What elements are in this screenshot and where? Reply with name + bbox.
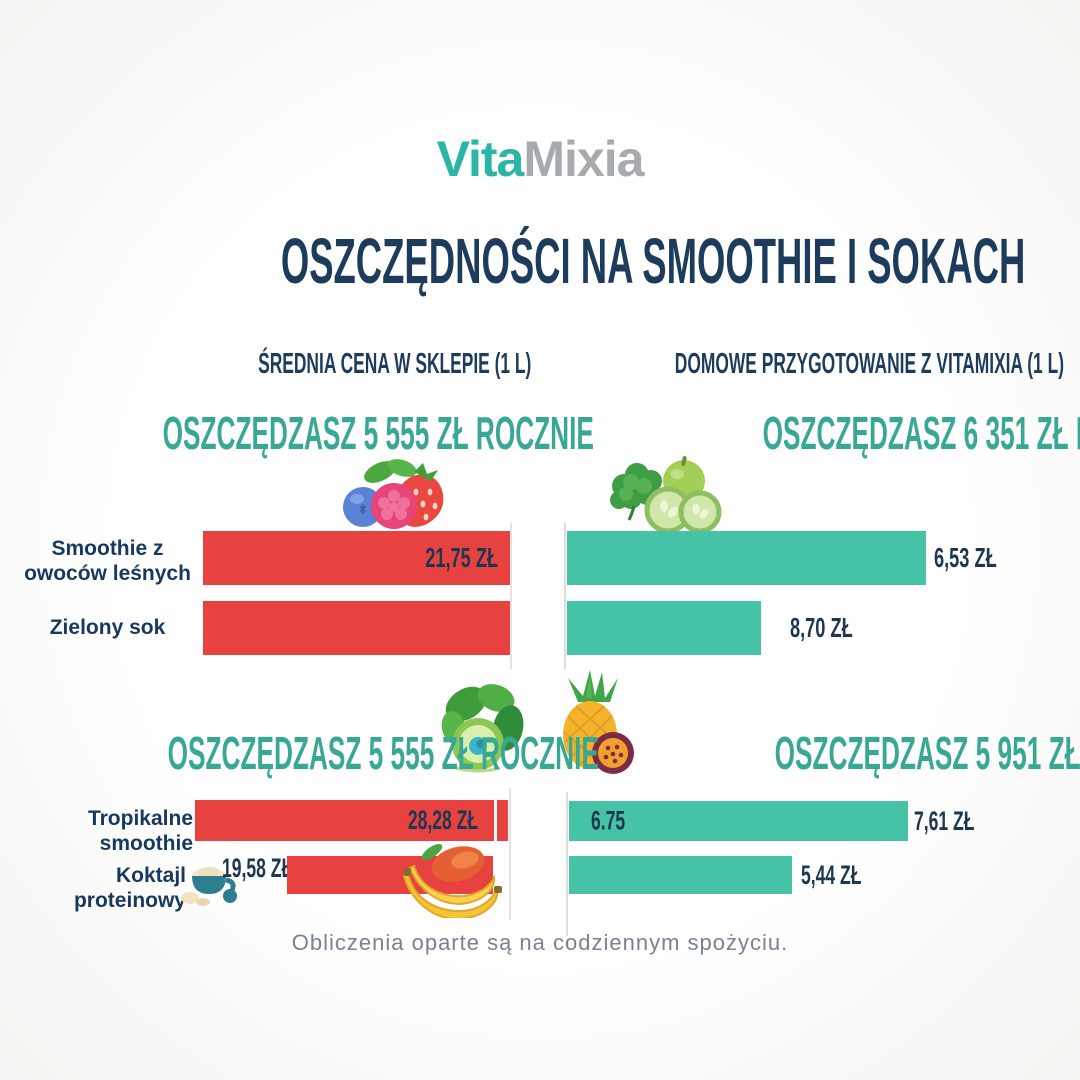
gridline-bottom-left [509,788,511,920]
bar-store-tropical-smoothie: 28,28 ZŁ [195,800,508,841]
bar-store-green-juice [203,601,510,655]
value-inner-home-tropical-smoothie: 6.75 [591,805,626,836]
savings-heading-top-left: OSZCZĘDZASZ 5 555 ZŁ ROCZNIE [162,407,594,459]
column-header-store: ŚREDNIA CENA W SKLEPIE (1 L) [258,348,532,380]
bar-home-tropical-smoothie: 6.75 [569,801,908,841]
berries-icon [343,459,444,529]
logo: VitaMixia [0,130,1080,188]
row-label-green-juice: Zielony sok [49,616,166,639]
value-home-tropical-smoothie: 7,61 ZŁ [914,805,975,836]
value-home-protein-shake: 5,44 ZŁ [801,859,862,890]
savings-heading-bottom-left: OSZCZĘDZASZ 5 555 ZŁ ROCZNIE [167,727,599,779]
page-title: OSZCZĘDNOŚCI NA SMOOTHIE I SOKACH [280,225,1026,297]
axis-bottom-right [566,792,568,936]
value-home-green-juice: 8,70 ZŁ [790,612,853,643]
savings-heading-bottom-right: OSZCZĘDZASZ 5 951 ZŁ ROCZNIE [774,727,1080,779]
bar-store-berry-smoothie: 21,75 ZŁ [203,531,510,585]
row-label-protein-shake: Koktajl proteinowy [73,864,186,912]
bar-home-green-juice [567,601,761,655]
value-store-protein-shake: 19,58 ZŁ [222,852,293,883]
row-label-tropical-smoothie: Tropikalne smoothie [87,807,193,855]
banana-mango-icon [402,843,502,918]
kale-lime-icon [441,684,524,773]
row-label-berry-smoothie: Smoothie z owoców leśnych [24,537,191,585]
gridline-overlay-bottom-left [494,794,497,847]
logo-mixia: Mixia [523,131,644,187]
footer-note: Obliczenia oparte są na codziennym spoży… [291,930,789,955]
pineapple-passionfruit-icon [563,670,634,774]
savings-heading-top-right: OSZCZĘDZASZ 6 351 ZŁ ROCZNIE [762,407,1080,459]
logo-vita: Vita [436,131,525,187]
protein-scoop-icon [181,867,237,906]
gridline-top-left [510,523,512,669]
column-header-home: DOMOWE PRZYGOTOWANIE Z VITAMIXIA (1 L) [674,348,1064,380]
value-home-berry-smoothie: 6,53 ZŁ [934,542,997,573]
greens-cucumber-icon [610,456,722,534]
bar-home-berry-smoothie [567,531,926,585]
axis-top-right [564,523,566,669]
bar-home-protein-shake [569,856,792,894]
